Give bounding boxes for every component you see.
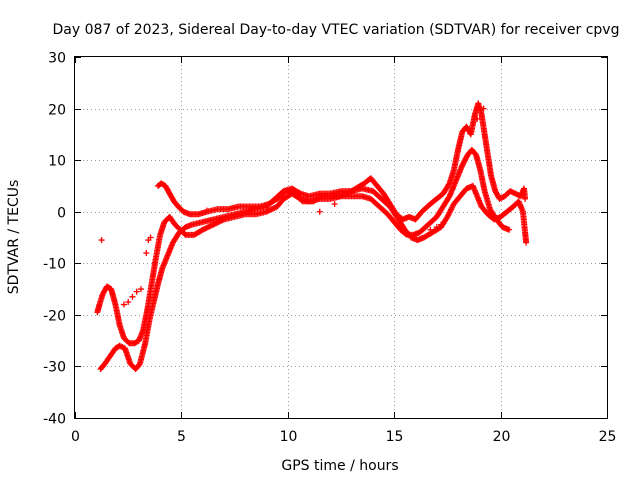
x-tick-label: 5 (177, 429, 186, 445)
data-point (203, 207, 210, 214)
data-point (522, 195, 529, 202)
y-tick-label: -40 (43, 412, 66, 428)
data-point (506, 226, 513, 233)
data-point (143, 249, 150, 256)
data-point (120, 301, 127, 308)
x-tick-label: 25 (599, 429, 617, 445)
y-tick-label: -20 (43, 309, 66, 325)
data-point (445, 181, 452, 188)
plot-area-frame (74, 56, 608, 419)
data-point (147, 234, 154, 241)
x-axis-label: GPS time / hours (281, 458, 398, 474)
data-point (474, 115, 481, 122)
data-point (133, 288, 140, 295)
y-tick-label: 20 (48, 103, 66, 119)
data-point (316, 208, 323, 215)
y-tick-label: 0 (57, 206, 66, 222)
y-tick-label: 30 (48, 51, 66, 67)
chart-title: Day 087 of 2023, Sidereal Day-to-day VTE… (53, 22, 620, 38)
y-tick-label: -10 (43, 257, 66, 273)
data-points (94, 100, 530, 373)
data-point (137, 286, 144, 293)
data-point (331, 200, 338, 207)
y-tick-labels: -40 -30 -20 -10 0 10 20 30 (43, 51, 66, 428)
x-tick-label: 15 (386, 429, 404, 445)
data-point (125, 298, 132, 305)
data-point (129, 293, 136, 300)
x-tick-label: 10 (280, 429, 298, 445)
y-tick-label: -30 (43, 360, 66, 376)
grid-lines (75, 57, 607, 418)
x-tick-labels: 0 5 10 15 20 25 (71, 429, 616, 445)
y-axis-label: SDTVAR / TECUs (6, 180, 22, 295)
data-point (433, 224, 440, 231)
data-point (438, 221, 445, 228)
data-point (427, 226, 434, 233)
y-tick-label: 10 (48, 154, 66, 170)
data-point (98, 237, 105, 244)
x-tick-label: 20 (493, 429, 511, 445)
x-tick-label: 0 (71, 429, 80, 445)
data-point (523, 239, 530, 246)
data-point (480, 105, 487, 112)
